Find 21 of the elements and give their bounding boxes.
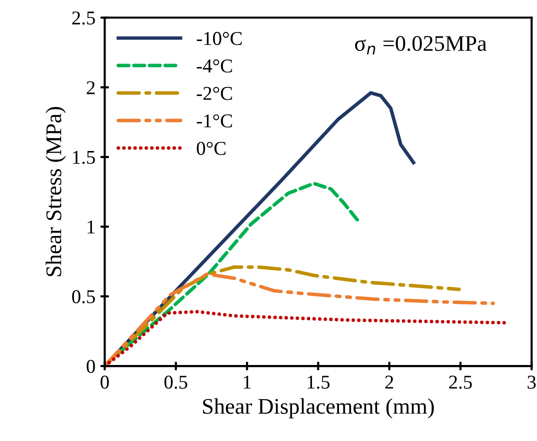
y-tick-label: 0 xyxy=(86,360,95,373)
annotation: σ$_{n}$ =0.025MPa xyxy=(355,36,487,54)
y-tick-label: 2.5 xyxy=(72,12,95,25)
x-tick-label: 1.5 xyxy=(308,376,330,389)
legend-label: -2°C xyxy=(196,86,232,100)
legend-label: -10°C xyxy=(196,32,242,46)
legend-label: 0°C xyxy=(196,142,226,155)
y-tick-label: 1 xyxy=(88,220,95,234)
x-tick-label: 0.5 xyxy=(164,376,188,389)
y-tick-label: 2 xyxy=(86,81,95,94)
legend-label: -4°C xyxy=(196,59,232,73)
y-axis-title: Shear Stress (MPa) xyxy=(46,107,66,276)
y-tick-label: 1.5 xyxy=(73,150,95,164)
x-tick-label: 2.5 xyxy=(449,376,472,389)
x-tick-label: 3 xyxy=(528,376,536,389)
x-tick-label: 1 xyxy=(244,376,251,389)
x-axis-title: Shear Displacement (mm) xyxy=(203,398,434,418)
y-tick-label: 0.5 xyxy=(72,290,95,304)
legend-label: -1°C xyxy=(196,114,232,128)
x-tick-label: 0 xyxy=(100,376,109,389)
x-tick-label: 2 xyxy=(385,376,394,389)
